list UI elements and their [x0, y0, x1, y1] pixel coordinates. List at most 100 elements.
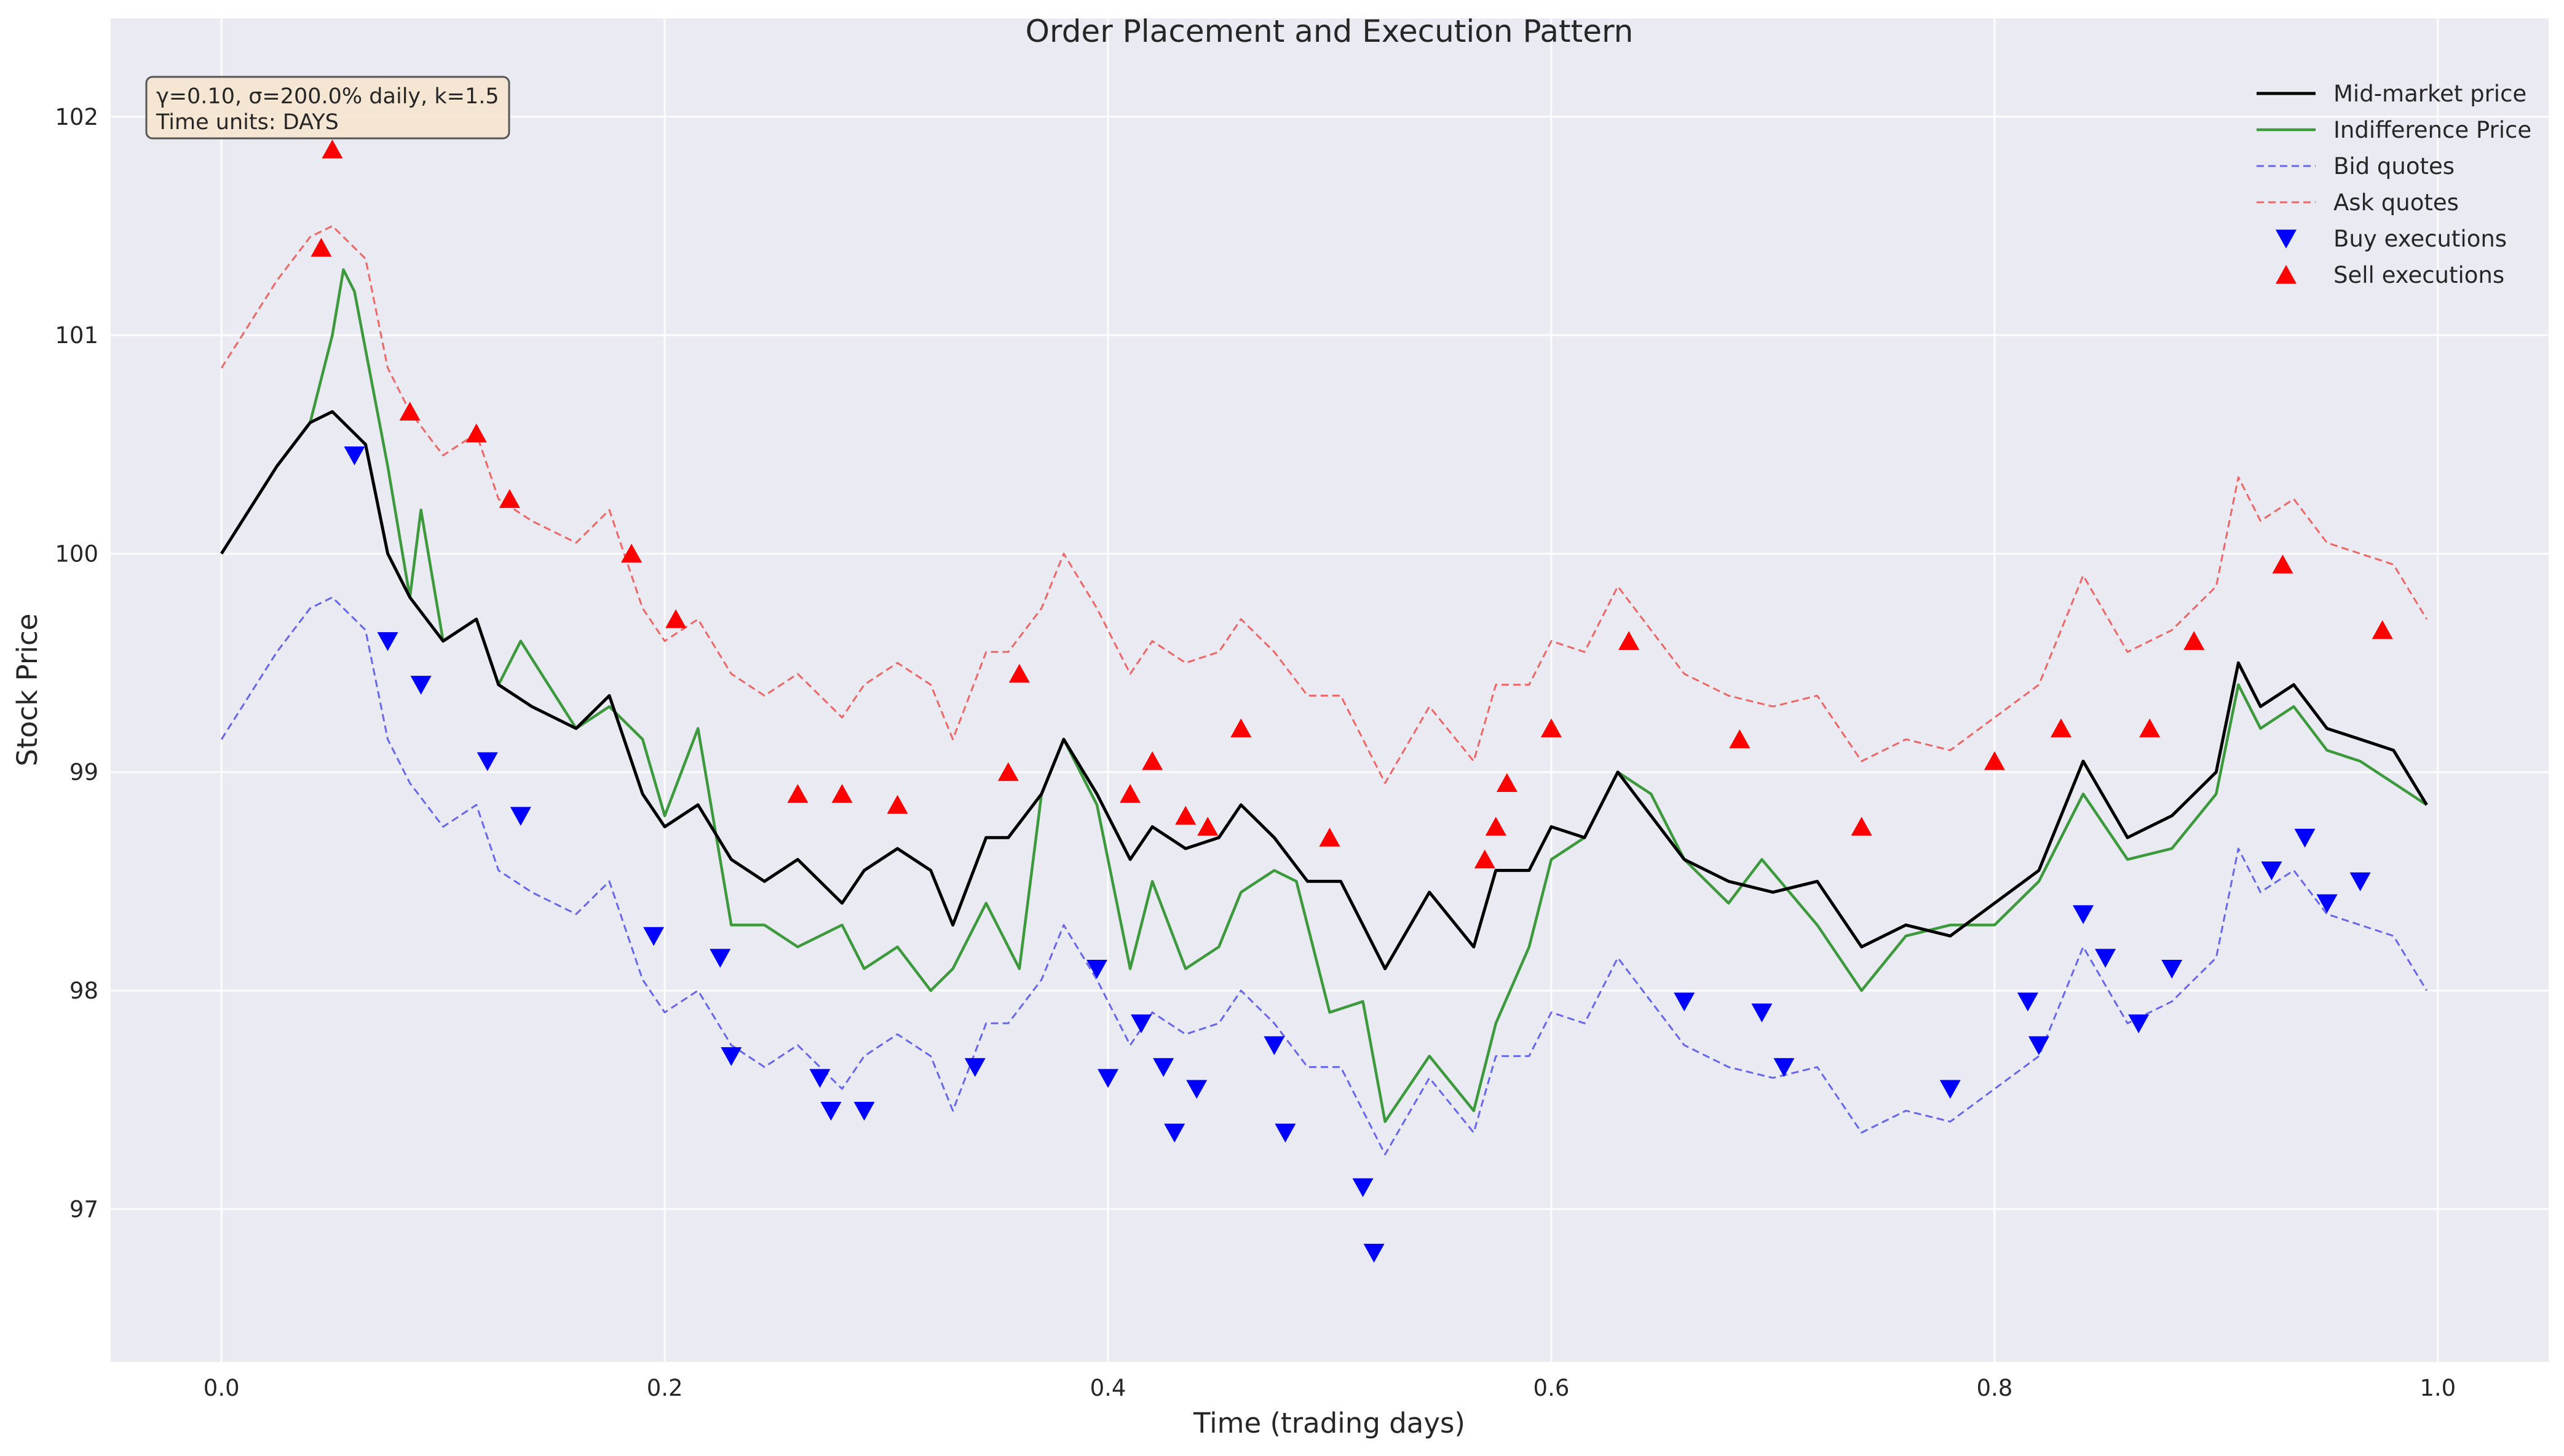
buy-execution-marker [2161, 960, 2183, 979]
buy-execution-marker [1352, 1178, 1374, 1197]
legend-label: Buy executions [2333, 226, 2507, 252]
sell-execution-marker [1485, 817, 1506, 836]
buy-execution-marker [1098, 1069, 1119, 1088]
sell-execution-marker [997, 762, 1019, 781]
y-tick-label: 97 [69, 1196, 98, 1222]
legend-marker [2276, 229, 2297, 249]
sell-execution-marker [787, 784, 809, 803]
buy-execution-marker [1164, 1123, 1185, 1143]
parameter-info-box: γ=0.10, σ=200.0% daily, k=1.5 Time units… [145, 76, 510, 140]
buy-execution-marker [1275, 1123, 1296, 1143]
sell-execution-marker [465, 423, 487, 443]
sell-execution-marker [311, 237, 332, 257]
buy-execution-marker [2073, 905, 2094, 924]
sell-execution-marker [1175, 805, 1197, 825]
x-tick-label: 0.6 [1533, 1375, 1570, 1401]
sell-execution-marker [322, 140, 343, 159]
legend-label: Ask quotes [2333, 189, 2459, 216]
y-tick-label: 99 [69, 759, 98, 786]
y-tick-label: 101 [55, 322, 98, 349]
legend-label: Mid-market price [2333, 81, 2526, 107]
x-tick-label: 1.0 [2420, 1375, 2456, 1401]
buy-execution-marker [964, 1058, 986, 1077]
legend-label: Indifference Price [2333, 117, 2531, 143]
markers-layer [311, 140, 2393, 1263]
sell-execution-marker [1319, 828, 1340, 847]
buy-execution-marker [1363, 1243, 1385, 1263]
sell-execution-marker [1496, 773, 1517, 792]
sell-execution-marker [1008, 663, 1030, 683]
buy-execution-marker [510, 807, 531, 826]
plot-area [111, 18, 2549, 1362]
grid [111, 18, 2549, 1362]
buy-execution-marker [643, 927, 665, 946]
sell-execution-marker [1984, 751, 2005, 770]
buy-execution-marker [1264, 1036, 1285, 1055]
sell-execution-marker [499, 489, 520, 508]
indifference-price-line [220, 268, 2427, 1123]
buy-execution-marker [477, 752, 498, 772]
buy-execution-marker [2261, 861, 2282, 880]
x-tick-label: 0.2 [647, 1375, 683, 1401]
series-layer [220, 225, 2428, 1155]
buy-execution-marker [1773, 1058, 1795, 1077]
sell-execution-marker [1729, 729, 1751, 748]
sell-execution-marker [1230, 718, 1252, 738]
buy-execution-marker [809, 1069, 831, 1088]
buy-execution-marker [820, 1101, 842, 1121]
buy-execution-marker [410, 676, 432, 695]
sell-execution-marker [2051, 718, 2071, 738]
buy-execution-marker [377, 632, 398, 651]
x-tick-label: 0.8 [1976, 1375, 2012, 1401]
x-tick-label: 0.4 [1090, 1375, 1126, 1401]
sell-execution-marker [1540, 718, 1562, 738]
buy-execution-marker [1751, 1003, 1773, 1023]
sell-execution-marker [1618, 631, 1640, 651]
buy-execution-marker [1674, 992, 1695, 1011]
x-tick-label: 0.0 [204, 1375, 240, 1401]
ask-quotes-line [220, 225, 2427, 784]
sell-execution-marker [1142, 751, 1163, 770]
y-tick-label: 102 [55, 104, 98, 130]
buy-execution-marker [1086, 960, 1108, 979]
buy-execution-marker [853, 1101, 875, 1121]
sell-execution-marker [2372, 620, 2393, 639]
bid-quotes-line [220, 596, 2427, 1155]
info-box-frame [145, 76, 510, 140]
x-axis-label: Time (trading days) [1193, 1407, 1465, 1439]
y-tick-label: 98 [69, 978, 98, 1004]
sell-execution-marker [665, 609, 687, 628]
buy-execution-marker [2316, 894, 2338, 914]
sell-execution-marker [831, 784, 853, 803]
legend-label: Sell executions [2333, 262, 2504, 288]
buy-execution-marker [721, 1047, 742, 1066]
buy-execution-marker [2028, 1036, 2049, 1055]
legend-label: Bid quotes [2333, 153, 2455, 180]
sell-execution-marker [2139, 718, 2161, 738]
y-tick-label: 100 [55, 540, 98, 567]
buy-execution-marker [1186, 1080, 1208, 1099]
mid-market-price-line [220, 410, 2428, 970]
info-line-units: Time units: DAYS [156, 110, 339, 135]
sell-execution-marker [621, 544, 643, 563]
legend: Mid-market price Indifference Price Bid qu… [2257, 81, 2531, 288]
legend-marker [2276, 264, 2297, 284]
sell-execution-marker [2183, 631, 2205, 651]
sell-execution-marker [399, 402, 421, 421]
info-line-params: γ=0.10, σ=200.0% daily, k=1.5 [156, 84, 499, 109]
buy-execution-marker [2349, 872, 2371, 892]
buy-execution-marker [2017, 992, 2038, 1011]
sell-execution-marker [1120, 784, 1141, 803]
buy-execution-marker [1939, 1080, 1961, 1099]
sell-execution-marker [1474, 849, 1495, 869]
sell-execution-marker [1851, 817, 1872, 836]
buy-execution-marker [710, 949, 731, 968]
buy-execution-marker [2095, 949, 2116, 968]
buy-execution-marker [2128, 1014, 2150, 1034]
buy-execution-marker [1131, 1014, 1152, 1034]
chart-title: Order Placement and Execution Pattern [1026, 14, 1634, 49]
sell-execution-marker [887, 794, 908, 814]
buy-execution-marker [1153, 1058, 1174, 1077]
buy-execution-marker [2294, 828, 2316, 848]
